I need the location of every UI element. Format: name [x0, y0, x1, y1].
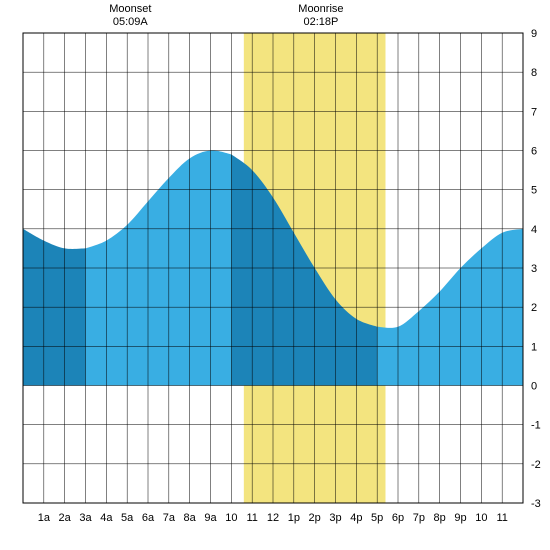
x-tick-label: 6p	[392, 512, 404, 524]
x-tick-label: 8p	[434, 512, 446, 524]
x-tick-label: 10	[475, 512, 487, 524]
y-tick-label: -2	[531, 459, 541, 471]
x-tick-label: 9p	[454, 512, 466, 524]
tide-chart: -3-2-101234567891a2a3a4a5a6a7a8a9a101112…	[0, 0, 550, 550]
x-tick-label: 12	[267, 512, 279, 524]
y-tick-label: 3	[531, 263, 537, 275]
moonrise-label: Moonrise	[298, 3, 343, 15]
y-tick-label: 2	[531, 302, 537, 314]
x-tick-label: 5a	[121, 512, 134, 524]
moonset-time: 05:09A	[113, 16, 149, 28]
x-tick-label: 3p	[329, 512, 341, 524]
x-tick-label: 9a	[204, 512, 217, 524]
x-tick-label: 11	[496, 512, 507, 524]
chart-svg: -3-2-101234567891a2a3a4a5a6a7a8a9a101112…	[0, 0, 550, 550]
y-tick-label: 5	[531, 185, 537, 197]
x-tick-label: 7p	[413, 512, 425, 524]
x-tick-label: 4a	[100, 512, 113, 524]
x-tick-label: 10	[225, 512, 237, 524]
x-tick-label: 8a	[184, 512, 197, 524]
y-tick-label: 7	[531, 106, 537, 118]
x-tick-label: 5p	[371, 512, 383, 524]
y-tick-label: -1	[531, 420, 541, 432]
x-tick-label: 2a	[59, 512, 72, 524]
x-tick-label: 6a	[142, 512, 155, 524]
y-tick-label: 4	[531, 224, 537, 236]
x-tick-label: 4p	[350, 512, 362, 524]
moonrise-time: 02:18P	[303, 16, 338, 28]
x-tick-label: 3a	[79, 512, 92, 524]
y-tick-label: 1	[531, 341, 537, 353]
x-tick-label: 1p	[288, 512, 300, 524]
x-tick-label: 1a	[38, 512, 51, 524]
moonset-label: Moonset	[109, 3, 151, 15]
y-tick-label: 8	[531, 67, 537, 79]
x-tick-label: 7a	[163, 512, 176, 524]
y-tick-label: 0	[531, 381, 537, 393]
y-tick-label: 6	[531, 146, 537, 158]
x-tick-label: 2p	[309, 512, 321, 524]
x-tick-label: 11	[246, 512, 257, 524]
y-tick-label: -3	[531, 498, 541, 510]
y-tick-label: 9	[531, 28, 537, 40]
